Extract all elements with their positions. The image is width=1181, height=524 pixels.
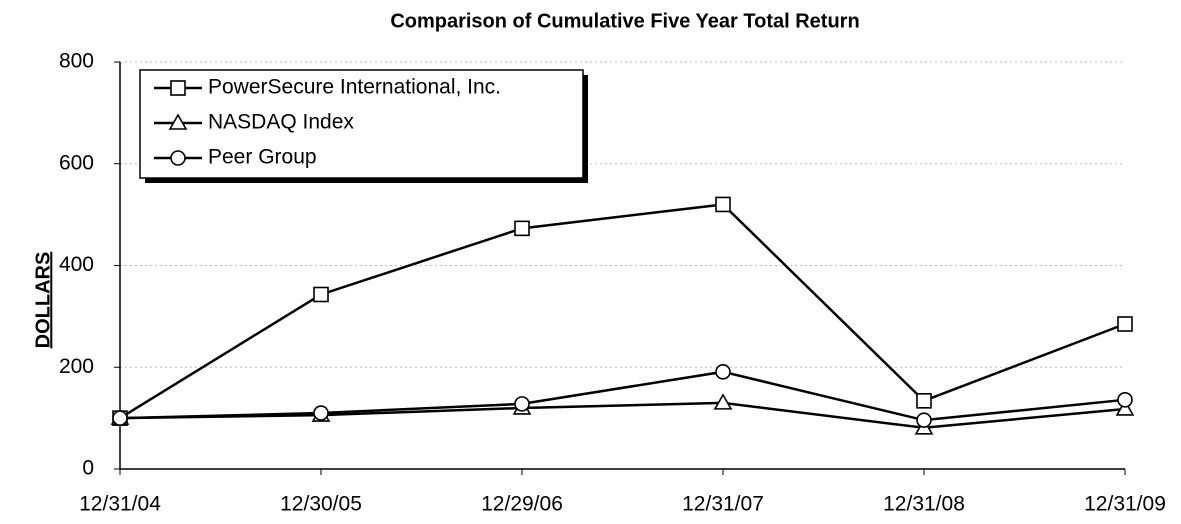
y-tick-label: 200	[59, 355, 94, 378]
y-tick-label: 800	[59, 50, 94, 73]
legend-label: PowerSecure International, Inc.	[208, 76, 501, 99]
x-tick-label: 12/31/07	[682, 493, 764, 516]
marker	[313, 405, 329, 421]
y-tick-label: 400	[59, 253, 94, 276]
marker	[170, 80, 186, 96]
y-tick-label: 600	[59, 151, 94, 174]
marker	[916, 412, 932, 428]
series-line	[119, 370, 1126, 422]
marker	[715, 364, 731, 380]
x-tick-label: 12/31/08	[883, 493, 965, 516]
legend-label: NASDAQ Index	[208, 111, 354, 134]
marker	[313, 286, 329, 303]
marker	[713, 393, 733, 410]
legend-label: Peer Group	[208, 146, 317, 169]
legend	[139, 69, 584, 179]
marker	[916, 393, 932, 409]
marker	[1117, 316, 1133, 332]
marker	[514, 220, 530, 237]
marker	[168, 113, 188, 130]
marker	[715, 196, 731, 213]
marker	[112, 410, 128, 426]
x-tick-label: 12/31/09	[1084, 493, 1166, 516]
y-axis-label: DOLLARS	[32, 252, 54, 349]
marker	[170, 150, 186, 166]
marker	[1115, 399, 1135, 416]
series-line	[119, 401, 1126, 430]
marker	[1117, 392, 1133, 408]
x-tick-label: 12/29/06	[481, 493, 563, 516]
series-line	[119, 203, 1126, 420]
x-tick-label: 12/31/04	[79, 493, 161, 516]
x-tick-label: 12/30/05	[280, 493, 362, 516]
chart-title: Comparison of Cumulative Five Year Total…	[390, 10, 859, 32]
marker	[514, 396, 530, 412]
y-tick-label: 0	[82, 457, 94, 480]
